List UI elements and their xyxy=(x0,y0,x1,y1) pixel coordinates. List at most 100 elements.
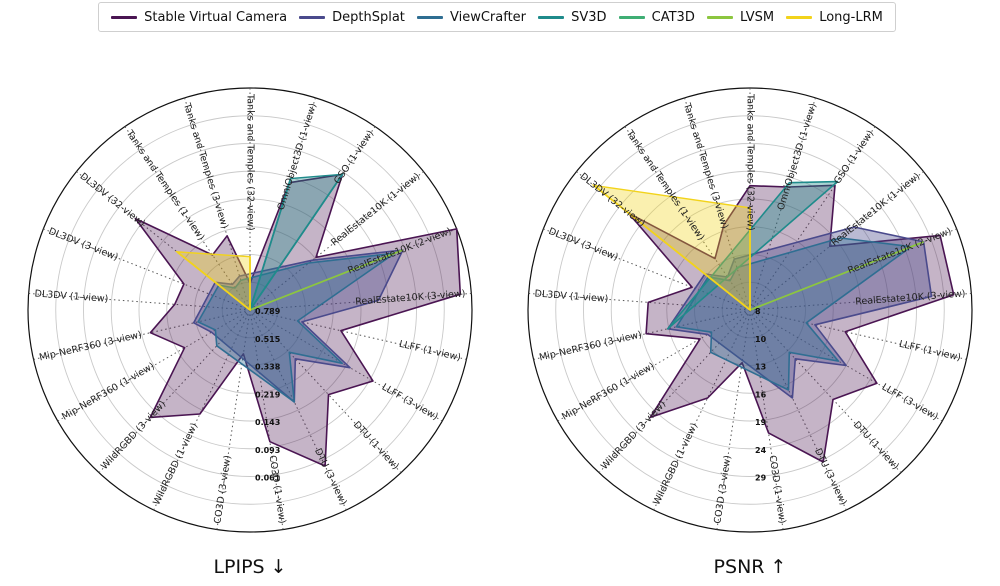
grid-ring xyxy=(110,170,390,450)
ring-label: 0.515 xyxy=(255,335,281,344)
spoke-line xyxy=(249,309,284,530)
grid-ring xyxy=(166,226,334,394)
axis-label: WildRGBD (3-view) xyxy=(99,399,168,472)
series-polygon xyxy=(675,237,913,391)
spoke-line xyxy=(249,171,424,311)
spoke-line xyxy=(653,309,751,511)
legend-item: Long-LRM xyxy=(786,10,883,25)
spoke-line xyxy=(43,228,251,311)
axis-label: LLFF (1-view) xyxy=(898,339,962,364)
spoke-line xyxy=(749,97,816,311)
spoke-line xyxy=(749,309,784,530)
axis-label: LLFF (1-view) xyxy=(398,339,462,364)
axis-label: WildRGBD (1-view) xyxy=(151,421,200,507)
ring-label: 29 xyxy=(755,474,767,483)
spoke-line xyxy=(749,292,972,311)
spoke-line xyxy=(543,228,751,311)
series-group xyxy=(627,184,955,463)
axis-label: DL3DV (3-view) xyxy=(47,226,120,263)
ring-label: 19 xyxy=(755,418,767,427)
spoke-line xyxy=(749,171,924,311)
legend-swatch xyxy=(618,15,645,19)
lpips-chart-title: LPIPS ↓ xyxy=(213,556,287,578)
ring-label: 0.061 xyxy=(255,474,281,483)
ring-label: 0.789 xyxy=(255,307,281,316)
axis-label: Tanks and Temples (32-view) xyxy=(745,93,756,231)
legend-label: DepthSplat xyxy=(332,9,405,25)
series-polygon xyxy=(174,251,251,312)
series-group xyxy=(249,249,404,311)
grid-ring xyxy=(138,198,362,422)
legend-label: LVSM xyxy=(739,9,775,25)
spoke-line xyxy=(249,292,472,311)
spoke-line xyxy=(749,309,902,474)
legend-label: CAT3D xyxy=(651,9,695,25)
ring-label: 10 xyxy=(755,335,767,344)
series-group xyxy=(667,180,839,330)
spoke-line xyxy=(216,309,251,530)
series-group xyxy=(675,237,913,391)
series-ray xyxy=(249,249,404,311)
series-ray xyxy=(749,241,924,311)
spoke-line xyxy=(124,126,251,311)
spoke-line xyxy=(249,309,443,422)
psnr-chart-title: PSNR ↑ xyxy=(713,556,787,578)
spoke-line xyxy=(557,309,751,422)
spoke-line xyxy=(749,309,967,360)
spoke-line xyxy=(749,309,847,511)
spoke-line xyxy=(28,292,251,311)
spoke-line xyxy=(528,292,751,311)
series-polygon xyxy=(667,180,839,330)
legend-item: Stable Virtual Camera xyxy=(111,10,287,25)
ring-label: 8 xyxy=(755,307,761,316)
series-group xyxy=(249,173,344,311)
spoke-line xyxy=(33,309,251,360)
ring-label: 24 xyxy=(755,446,767,455)
series-group xyxy=(174,251,251,312)
ring-label: 13 xyxy=(755,363,766,372)
spoke-line xyxy=(598,309,751,474)
legend-label: Long-LRM xyxy=(819,9,883,25)
series-group xyxy=(591,184,751,312)
series-group xyxy=(197,252,396,403)
axis-label: CO3D (3-view) xyxy=(712,455,733,525)
spoke-line xyxy=(98,309,251,474)
spoke-line xyxy=(533,309,751,360)
ring-label: 0.338 xyxy=(255,363,281,372)
spoke-line xyxy=(249,309,347,511)
ring-label: 0.219 xyxy=(255,390,281,399)
axis-label: DL3DV (3-view) xyxy=(547,226,620,263)
series-polygon xyxy=(591,184,751,312)
ring-label: 0.143 xyxy=(255,418,280,427)
series-polygon xyxy=(627,184,955,463)
spoke-line xyxy=(716,309,751,530)
legend-swatch xyxy=(786,15,813,19)
lpips-radar-chart: 0.789 0.515 0.338 0.219 0.143 0.093 0.061 Tanks… xyxy=(27,87,473,533)
legend-swatch xyxy=(706,15,733,19)
ring-label: 16 xyxy=(755,390,767,399)
legend-item: LVSM xyxy=(706,9,775,25)
spoke-line xyxy=(153,309,251,511)
ring-label: 0.093 xyxy=(255,446,280,455)
grid-ring xyxy=(610,170,890,450)
legend-label: SV3D xyxy=(571,9,607,25)
spoke-line xyxy=(57,309,251,422)
spoke-line xyxy=(249,309,402,474)
axis-label: Mip-NeRF360 (1-view) xyxy=(560,361,656,423)
legend: Stable Virtual Camera DepthSplat ViewCraft… xyxy=(98,2,896,32)
legend-swatch xyxy=(538,15,565,19)
legend-item: CAT3D xyxy=(618,9,695,25)
psnr-radar-chart: 8 10 13 16 19 24 29 Tanks and Temples (32-view)… xyxy=(527,87,973,533)
legend-swatch xyxy=(111,15,138,19)
spoke-line xyxy=(684,97,751,311)
axis-label: CO3D (1-view) xyxy=(766,455,787,525)
axis-label: DL3DV (32-view) xyxy=(78,171,147,229)
spoke-line xyxy=(749,309,943,422)
axis-label: DL3DV (1-view) xyxy=(34,288,108,304)
spoke-line xyxy=(249,309,467,360)
spoke-line xyxy=(184,97,251,311)
legend-item: SV3D xyxy=(538,9,607,25)
legend-label: Stable Virtual Camera xyxy=(144,9,288,25)
axis-label: WildRGBD (3-view) xyxy=(599,399,668,472)
grid-ring xyxy=(638,198,862,422)
